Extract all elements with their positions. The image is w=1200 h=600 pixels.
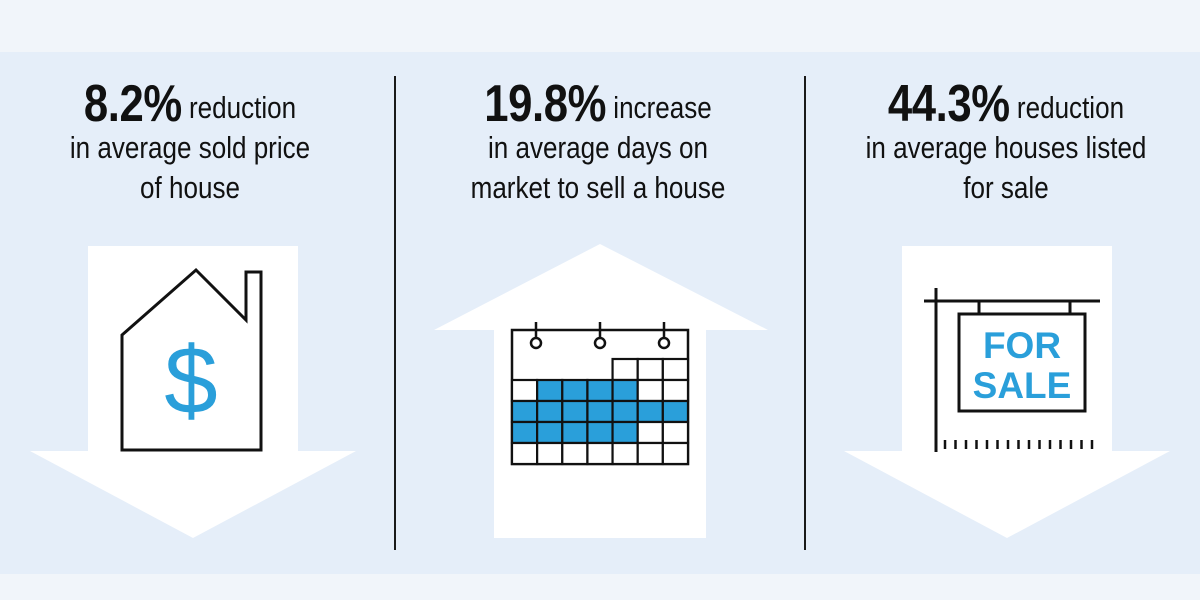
calendar-cell bbox=[636, 420, 664, 445]
calendar-cell bbox=[586, 441, 614, 466]
calendar-cell bbox=[611, 441, 639, 466]
stat-description-line: in average houses listed bbox=[865, 130, 1147, 165]
stat-lead: reduction bbox=[1016, 90, 1125, 125]
calendar-cell bbox=[536, 399, 564, 424]
calendar-cell bbox=[510, 399, 539, 424]
stat-sold-price: 8.2% reduction in average sold price of … bbox=[22, 78, 358, 208]
stat-description-line: market to sell a house bbox=[470, 170, 726, 205]
stat-value: 44.3% bbox=[887, 75, 1010, 133]
ground-ticks bbox=[943, 440, 1094, 449]
stat-headline: 44.3% reduction bbox=[838, 78, 1174, 130]
calendar-cell bbox=[586, 420, 614, 445]
calendar-cell bbox=[611, 420, 639, 445]
calendar-cell bbox=[536, 420, 564, 445]
stat-value: 19.8% bbox=[484, 75, 607, 133]
arrow-down-icon bbox=[30, 246, 356, 538]
column-divider bbox=[804, 76, 806, 550]
calendar-cell bbox=[586, 399, 614, 424]
dollar-icon: $ bbox=[164, 327, 217, 434]
calendar-cell bbox=[611, 378, 639, 403]
calendar-cell bbox=[611, 357, 639, 382]
calendar-cell bbox=[661, 357, 690, 382]
stat-lead: reduction bbox=[189, 90, 297, 125]
column-divider bbox=[394, 76, 396, 550]
stat-description-line: in average sold price bbox=[69, 130, 311, 165]
calendar-cell bbox=[661, 441, 690, 466]
calendar-cell bbox=[661, 378, 690, 403]
stat-headline: 8.2% reduction bbox=[22, 78, 358, 130]
calendar-ring-icon bbox=[529, 322, 671, 350]
calendar-cell bbox=[586, 378, 614, 403]
stat-description-line: of house bbox=[140, 170, 240, 205]
house-dollar-icon bbox=[120, 267, 263, 452]
sign-text-sale: SALE bbox=[973, 365, 1072, 406]
for-sale-sign-icon: FOR SALE bbox=[924, 288, 1100, 452]
calendar-cell bbox=[661, 399, 690, 424]
stat-lead: increase bbox=[613, 90, 712, 125]
calendar-cell bbox=[611, 399, 639, 424]
calendar-cell bbox=[510, 420, 539, 445]
calendar-cell bbox=[561, 441, 589, 466]
calendar-icon bbox=[510, 322, 690, 466]
calendar-cell bbox=[561, 378, 589, 403]
calendar-cell bbox=[636, 399, 664, 424]
stat-houses-listed: 44.3% reduction in average houses listed… bbox=[838, 78, 1174, 208]
stat-value: 8.2% bbox=[83, 75, 182, 133]
stat-days-on-market: 19.8% increase in average days on market… bbox=[430, 78, 766, 208]
sign-text-for: FOR bbox=[983, 325, 1061, 366]
calendar-cell bbox=[661, 420, 690, 445]
stat-description-line: in average days on bbox=[487, 130, 709, 165]
stat-headline: 19.8% increase bbox=[430, 78, 766, 130]
calendar-cell bbox=[510, 441, 539, 466]
calendar-cell bbox=[636, 378, 664, 403]
calendar-cell bbox=[510, 378, 539, 403]
calendar-grid bbox=[510, 357, 690, 466]
calendar-cell bbox=[636, 441, 664, 466]
stat-description-line: for sale bbox=[963, 170, 1049, 205]
calendar-cell bbox=[536, 441, 564, 466]
calendar-cell bbox=[536, 378, 564, 403]
calendar-cell bbox=[561, 420, 589, 445]
calendar-cell bbox=[561, 399, 589, 424]
calendar-cell bbox=[636, 357, 664, 382]
